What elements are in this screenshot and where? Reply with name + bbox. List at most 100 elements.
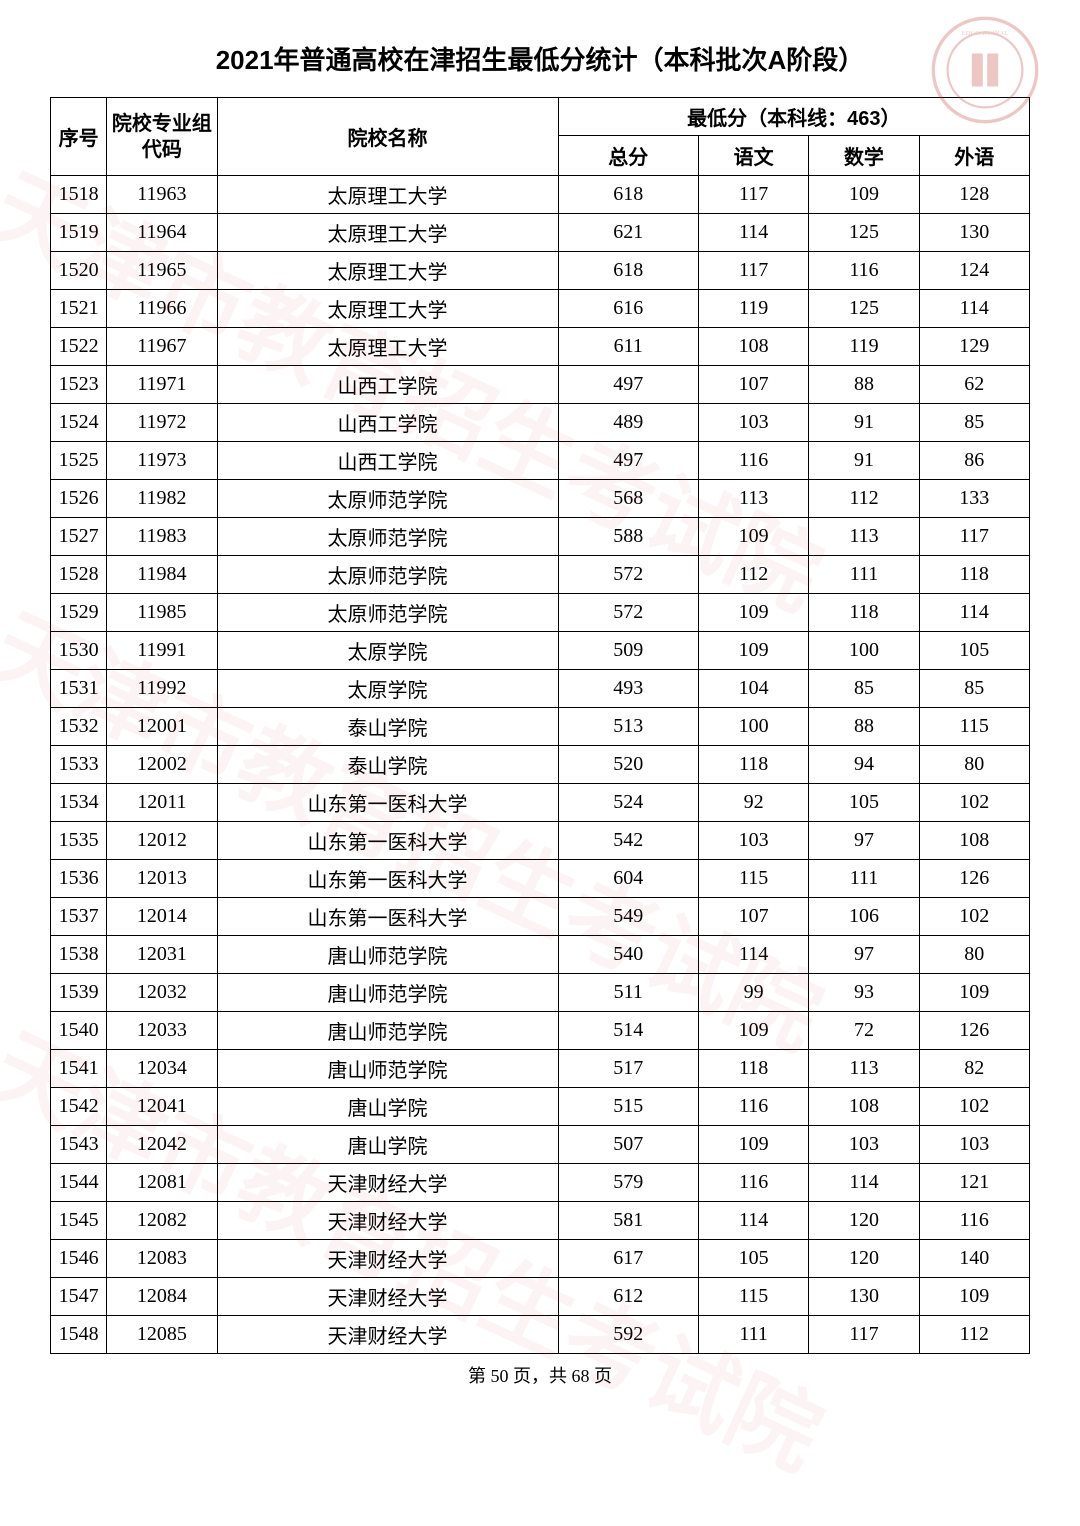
cell-name: 唐山学院 [217, 1126, 558, 1164]
cell-code: 11983 [107, 518, 217, 556]
cell-fo: 108 [919, 822, 1029, 860]
cell-code: 11982 [107, 480, 217, 518]
cell-seq: 1539 [51, 974, 107, 1012]
cell-code: 12085 [107, 1316, 217, 1354]
cell-ma: 93 [809, 974, 919, 1012]
cell-ch: 99 [698, 974, 808, 1012]
cell-ch: 117 [698, 252, 808, 290]
cell-ch: 113 [698, 480, 808, 518]
cell-name: 太原师范学院 [217, 556, 558, 594]
cell-seq: 1546 [51, 1240, 107, 1278]
cell-code: 12012 [107, 822, 217, 860]
cell-code: 11963 [107, 176, 217, 214]
cell-name: 太原理工大学 [217, 290, 558, 328]
cell-fo: 109 [919, 974, 1029, 1012]
cell-total: 497 [558, 366, 698, 404]
cell-total: 604 [558, 860, 698, 898]
cell-fo: 114 [919, 290, 1029, 328]
table-row: 154212041唐山学院515116108102 [51, 1088, 1030, 1126]
cell-total: 549 [558, 898, 698, 936]
cell-name: 泰山学院 [217, 708, 558, 746]
cell-fo: 102 [919, 784, 1029, 822]
cell-name: 唐山师范学院 [217, 936, 558, 974]
cell-fo: 121 [919, 1164, 1029, 1202]
cell-ma: 117 [809, 1316, 919, 1354]
cell-fo: 80 [919, 936, 1029, 974]
table-row: 154512082天津财经大学581114120116 [51, 1202, 1030, 1240]
cell-total: 616 [558, 290, 698, 328]
cell-ch: 109 [698, 1012, 808, 1050]
cell-fo: 102 [919, 1088, 1029, 1126]
cell-fo: 115 [919, 708, 1029, 746]
cell-name: 唐山师范学院 [217, 1012, 558, 1050]
cell-seq: 1531 [51, 670, 107, 708]
table-row: 153312002泰山学院5201189480 [51, 746, 1030, 784]
table-row: 153912032唐山师范学院5119993109 [51, 974, 1030, 1012]
cell-code: 11964 [107, 214, 217, 252]
cell-total: 568 [558, 480, 698, 518]
col-math: 数学 [809, 136, 919, 176]
cell-seq: 1525 [51, 442, 107, 480]
cell-fo: 126 [919, 1012, 1029, 1050]
cell-ch: 119 [698, 290, 808, 328]
cell-code: 12014 [107, 898, 217, 936]
cell-total: 513 [558, 708, 698, 746]
cell-fo: 130 [919, 214, 1029, 252]
cell-name: 山东第一医科大学 [217, 860, 558, 898]
cell-code: 12081 [107, 1164, 217, 1202]
cell-name: 唐山学院 [217, 1088, 558, 1126]
cell-ma: 116 [809, 252, 919, 290]
cell-ma: 91 [809, 442, 919, 480]
table-row: 151911964太原理工大学621114125130 [51, 214, 1030, 252]
cell-name: 太原理工大学 [217, 328, 558, 366]
cell-name: 天津财经大学 [217, 1278, 558, 1316]
cell-seq: 1521 [51, 290, 107, 328]
cell-name: 太原师范学院 [217, 518, 558, 556]
cell-seq: 1534 [51, 784, 107, 822]
cell-name: 山西工学院 [217, 366, 558, 404]
cell-fo: 133 [919, 480, 1029, 518]
cell-code: 12041 [107, 1088, 217, 1126]
cell-total: 493 [558, 670, 698, 708]
cell-ch: 109 [698, 518, 808, 556]
table-row: 152311971山西工学院4971078862 [51, 366, 1030, 404]
cell-seq: 1536 [51, 860, 107, 898]
cell-ma: 72 [809, 1012, 919, 1050]
cell-seq: 1532 [51, 708, 107, 746]
cell-ma: 103 [809, 1126, 919, 1164]
cell-seq: 1547 [51, 1278, 107, 1316]
cell-ch: 115 [698, 860, 808, 898]
cell-ch: 114 [698, 936, 808, 974]
cell-fo: 117 [919, 518, 1029, 556]
cell-seq: 1524 [51, 404, 107, 442]
cell-total: 588 [558, 518, 698, 556]
score-table: 序号 院校专业组代码 院校名称 最低分（本科线：463） 总分 语文 数学 外语… [50, 97, 1030, 1354]
cell-name: 唐山师范学院 [217, 974, 558, 1012]
cell-ch: 104 [698, 670, 808, 708]
cell-name: 天津财经大学 [217, 1316, 558, 1354]
table-row: 153412011山东第一医科大学52492105102 [51, 784, 1030, 822]
table-body: 151811963太原理工大学618117109128151911964太原理工… [51, 176, 1030, 1354]
cell-name: 山西工学院 [217, 442, 558, 480]
page-title: 2021年普通高校在津招生最低分统计（本科批次A阶段） [50, 40, 1030, 77]
table-row: 153712014山东第一医科大学549107106102 [51, 898, 1030, 936]
cell-fo: 86 [919, 442, 1029, 480]
cell-seq: 1535 [51, 822, 107, 860]
col-seq: 序号 [51, 98, 107, 176]
cell-ma: 120 [809, 1202, 919, 1240]
cell-fo: 118 [919, 556, 1029, 594]
table-row: 153011991太原学院509109100105 [51, 632, 1030, 670]
table-row: 152111966太原理工大学616119125114 [51, 290, 1030, 328]
cell-name: 太原学院 [217, 670, 558, 708]
cell-seq: 1542 [51, 1088, 107, 1126]
cell-seq: 1522 [51, 328, 107, 366]
cell-ch: 100 [698, 708, 808, 746]
cell-code: 11967 [107, 328, 217, 366]
cell-seq: 1544 [51, 1164, 107, 1202]
cell-code: 12013 [107, 860, 217, 898]
cell-ma: 120 [809, 1240, 919, 1278]
cell-name: 太原理工大学 [217, 214, 558, 252]
cell-total: 497 [558, 442, 698, 480]
cell-seq: 1533 [51, 746, 107, 784]
table-row: 154012033唐山师范学院51410972126 [51, 1012, 1030, 1050]
